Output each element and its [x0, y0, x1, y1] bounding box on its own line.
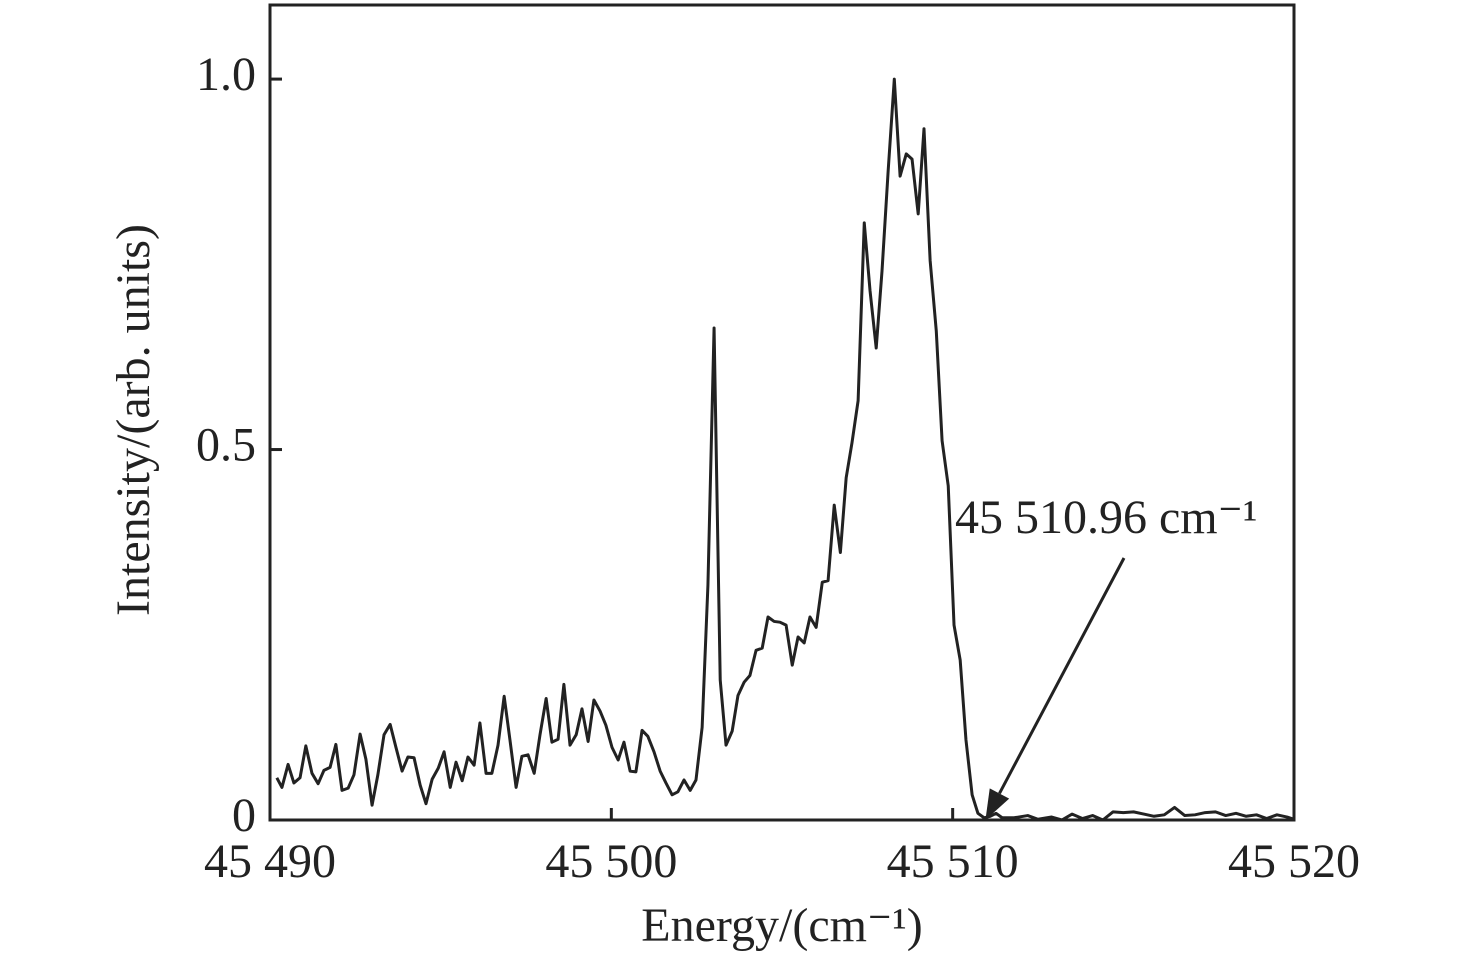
y-tick-label: 0: [232, 789, 256, 842]
annotation-text: 45 510.96 cm⁻¹: [955, 491, 1257, 544]
plot-frame: [268, 3, 1296, 822]
y-tick-label: 1.0: [196, 48, 256, 101]
x-tick-label: 45 490: [204, 835, 336, 888]
x-tick-label: 45 510: [887, 835, 1019, 888]
y-axis-label: Intensity/(arb. units): [107, 224, 160, 616]
x-tick-label: 45 500: [545, 835, 677, 888]
data-line: [275, 77, 1295, 822]
annotation-arrowhead: [985, 788, 1010, 820]
y-tick-label: 0.5: [196, 419, 256, 472]
x-tick-label: 45 520: [1228, 835, 1360, 888]
annotation-arrow: [998, 557, 1126, 795]
x-axis-label: Energy/(cm⁻¹): [641, 899, 922, 952]
